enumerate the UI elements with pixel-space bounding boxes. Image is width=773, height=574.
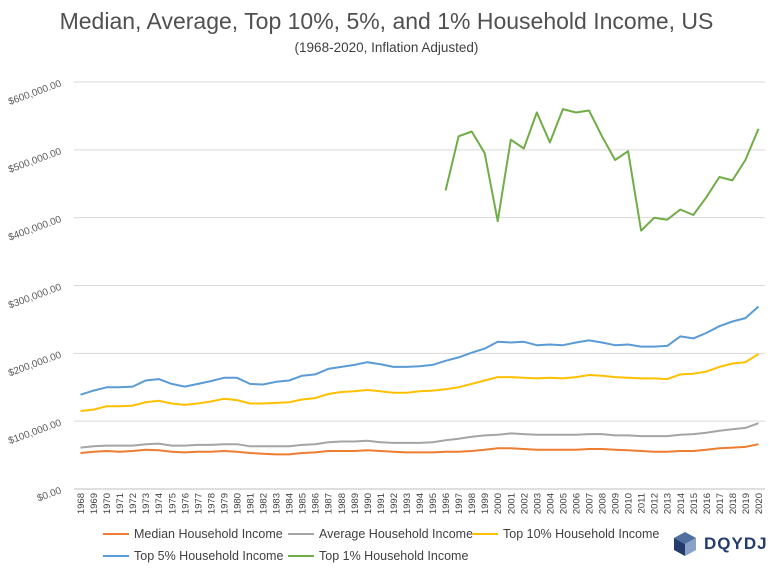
x-tick-label: 2020: [754, 493, 765, 514]
legend-label-top10: Top 10% Household Income: [503, 527, 660, 541]
x-tick-label: 2013: [663, 493, 674, 514]
legend-swatch-top5: [103, 555, 129, 557]
x-tick-label: 1995: [428, 493, 439, 514]
x-tick-label: 1977: [193, 493, 204, 514]
x-tick-label: 1970: [102, 493, 113, 514]
x-tick-label: 2000: [493, 493, 504, 514]
x-tick-label: 1993: [402, 493, 413, 514]
x-tick-label: 1996: [441, 493, 452, 514]
x-tick-label: 1988: [337, 493, 348, 514]
series-lines: [80, 108, 760, 456]
dqydj-logo-icon: [674, 532, 696, 556]
x-tick-label: 1968: [76, 493, 87, 514]
x-tick-label: 1998: [467, 493, 478, 514]
x-tick-label: 2016: [702, 493, 713, 514]
x-tick-label: 1983: [272, 493, 283, 514]
x-tick-label: 1985: [298, 493, 309, 514]
legend-item-top5: Top 5% Household Income: [103, 549, 283, 563]
x-tick-label: 2009: [611, 493, 622, 514]
x-tick-label: 1979: [219, 493, 230, 514]
legend-item-average: Average Household Income: [288, 527, 473, 541]
legend-swatch-median: [103, 533, 129, 535]
x-tick-label: 1973: [141, 493, 152, 514]
x-tick-label: 2019: [741, 493, 752, 514]
x-tick-label: 1990: [363, 493, 374, 514]
series-line-3: [80, 305, 760, 396]
x-tick-label: 1997: [454, 493, 465, 514]
gridlines: [74, 81, 765, 490]
x-tick-label: 1976: [180, 493, 191, 514]
series-line-1: [80, 422, 759, 449]
x-tick-label: 1981: [246, 493, 257, 514]
x-tick-label: 2008: [598, 493, 609, 514]
x-tick-label: 2003: [532, 493, 543, 514]
x-axis: 1968 1969 1970 1971 1972 1973 1974 1975 1976 1977…: [76, 493, 765, 514]
legend-label-top5: Top 5% Household Income: [134, 549, 284, 563]
x-tick-label: 1984: [285, 493, 296, 514]
chart-title: Median, Average, Top 10%, 5%, and 1% Hou…: [59, 8, 714, 34]
x-tick-label: 1991: [376, 493, 387, 514]
x-tick-label: 2010: [624, 493, 635, 514]
x-tick-label: 2018: [728, 493, 739, 514]
x-tick-label: 1999: [480, 493, 491, 514]
brand-logo: DQYDJ: [672, 531, 768, 557]
x-tick-label: 1978: [206, 493, 217, 514]
x-tick-label: 1989: [350, 493, 361, 514]
x-tick-label: 1974: [154, 493, 165, 514]
x-tick-label: 2004: [545, 493, 556, 514]
series-line-0: [80, 443, 759, 456]
legend-item-median: Median Household Income: [103, 527, 283, 541]
x-tick-label: 2006: [571, 493, 582, 514]
x-tick-label: 2015: [689, 493, 700, 514]
series-line-4: [444, 108, 760, 232]
legend-swatch-top10: [472, 533, 498, 535]
legend-label-average: Average Household Income: [319, 527, 474, 541]
legend-item-top1: Top 1% Household Income: [288, 549, 468, 563]
legend-swatch-top1: [288, 555, 314, 557]
brand-name: DQYDJ: [704, 534, 768, 553]
legend-swatch-average: [288, 533, 314, 535]
x-tick-label: 2007: [584, 493, 595, 514]
x-tick-label: 1986: [311, 493, 322, 514]
x-tick-label: 1980: [232, 493, 243, 514]
x-tick-label: 2001: [506, 493, 517, 514]
x-tick-label: 2017: [715, 493, 726, 514]
x-tick-label: 1992: [389, 493, 400, 514]
x-tick-label: 1969: [89, 493, 100, 514]
chart-subtitle: (1968-2020, Inflation Adjusted): [294, 40, 479, 55]
x-tick-label: 2002: [519, 493, 530, 514]
x-tick-label: 2011: [637, 493, 648, 513]
x-tick-label: 1982: [259, 493, 270, 514]
series-line-2: [80, 353, 760, 412]
x-tick-label: 2014: [676, 493, 687, 514]
x-tick-label: 1971: [115, 493, 126, 514]
x-tick-label: 1972: [128, 493, 139, 514]
legend-item-top10: Top 10% Household Income: [472, 527, 659, 541]
x-tick-label: 1994: [415, 493, 426, 514]
x-tick-label: 1987: [324, 493, 335, 514]
legend-label-top1: Top 1% Household Income: [319, 549, 469, 563]
x-tick-label: 2012: [650, 493, 661, 514]
legend-label-median: Median Household Income: [134, 527, 283, 541]
x-tick-label: 2005: [558, 493, 569, 514]
x-tick-label: 1975: [167, 493, 178, 514]
